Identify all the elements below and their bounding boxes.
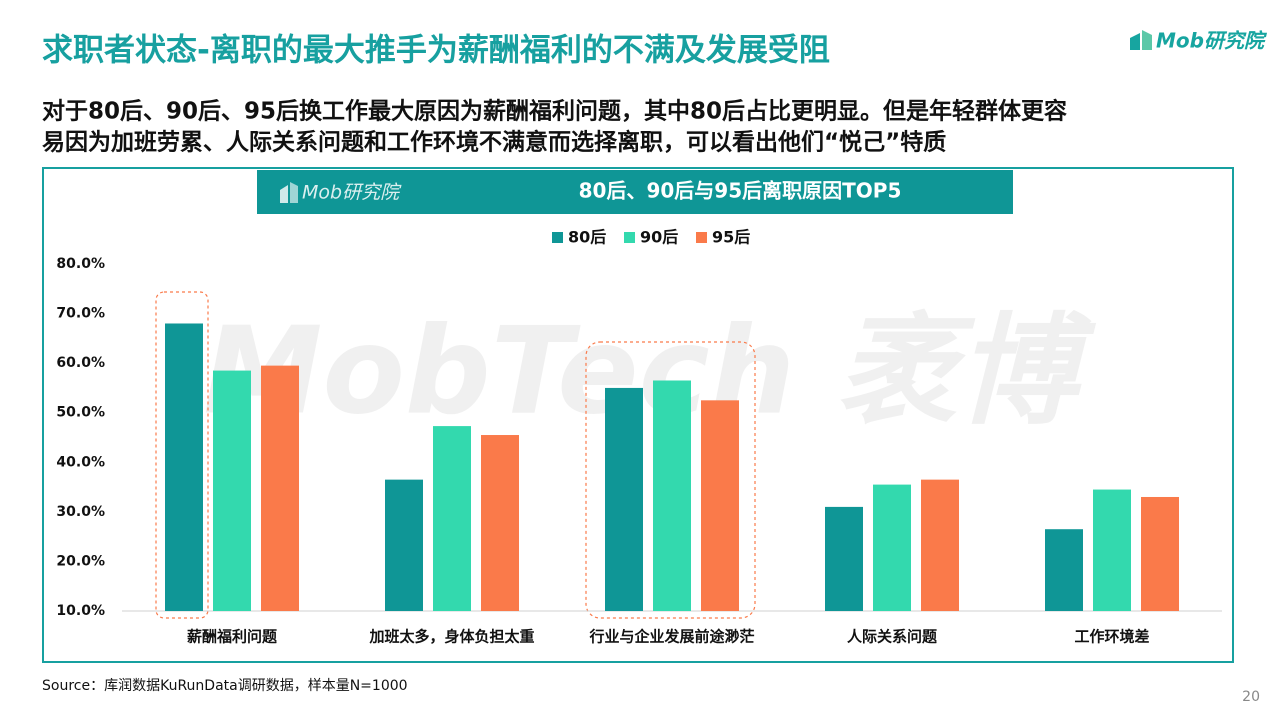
chart-title: 80后、90后与95后离职原因TOP5: [579, 179, 902, 203]
source: Source：库润数据KuRunData调研数据，样本量N=1000: [42, 678, 408, 694]
legend-label: 80后: [568, 228, 606, 247]
chart-logo-icon: [280, 185, 288, 203]
x-tick-label: 加班太多，身体负担太重: [368, 628, 534, 646]
y-tick-label: 40.0%: [56, 454, 105, 470]
x-tick-label: 薪酬福利问题: [187, 628, 278, 646]
legend-swatch: [552, 232, 563, 243]
bar: [873, 484, 911, 611]
logo-text: Mob研究院: [1156, 29, 1268, 53]
watermark: MobTech 袤博: [203, 303, 1097, 442]
bar: [653, 380, 691, 611]
subtitle-line: 对于80后、90后、95后换工作最大原因为薪酬福利问题，其中80后占比更明显。但…: [42, 98, 1067, 125]
bar: [165, 323, 203, 611]
y-tick-label: 20.0%: [56, 553, 105, 569]
legend-swatch: [696, 232, 707, 243]
highlight-box: [155, 291, 209, 619]
page-number: 20: [1242, 689, 1260, 705]
y-tick-label: 60.0%: [56, 355, 105, 371]
bar: [385, 479, 423, 611]
chart-logo-icon: [290, 182, 298, 203]
bar: [701, 400, 739, 611]
bar: [261, 365, 299, 611]
bar: [481, 435, 519, 611]
chart-header: [257, 170, 1013, 214]
subtitle-line: 易因为加班劳累、人际关系问题和工作环境不满意而选择离职，可以看出他们“悦己”特质: [42, 129, 946, 156]
x-tick-label: 行业与企业发展前途渺茫: [588, 628, 754, 646]
y-tick-label: 70.0%: [56, 306, 105, 322]
y-tick-label: 80.0%: [56, 256, 105, 272]
bar: [1093, 489, 1131, 611]
y-tick-label: 10.0%: [56, 603, 105, 619]
y-tick-label: 50.0%: [56, 405, 105, 421]
bar: [825, 506, 863, 611]
bar: [1045, 529, 1083, 611]
chart-logo-text: Mob研究院: [302, 182, 402, 204]
bar: [605, 387, 643, 611]
x-tick-label: 工作环境差: [1074, 628, 1149, 646]
logo: Mob研究院: [1130, 29, 1268, 53]
legend-swatch: [624, 232, 635, 243]
chart-frame: [42, 167, 1234, 663]
bar: [921, 479, 959, 611]
legend-label: 95后: [712, 228, 750, 247]
legend-label: 90后: [640, 228, 678, 247]
slide-title: 求职者状态-离职的最大推手为薪酬福利的不满及发展受阻: [42, 33, 830, 69]
bar: [213, 370, 251, 611]
x-tick-label: 人际关系问题: [847, 628, 938, 646]
y-tick-label: 30.0%: [56, 504, 105, 520]
bar: [1141, 496, 1179, 611]
bar: [433, 426, 471, 611]
